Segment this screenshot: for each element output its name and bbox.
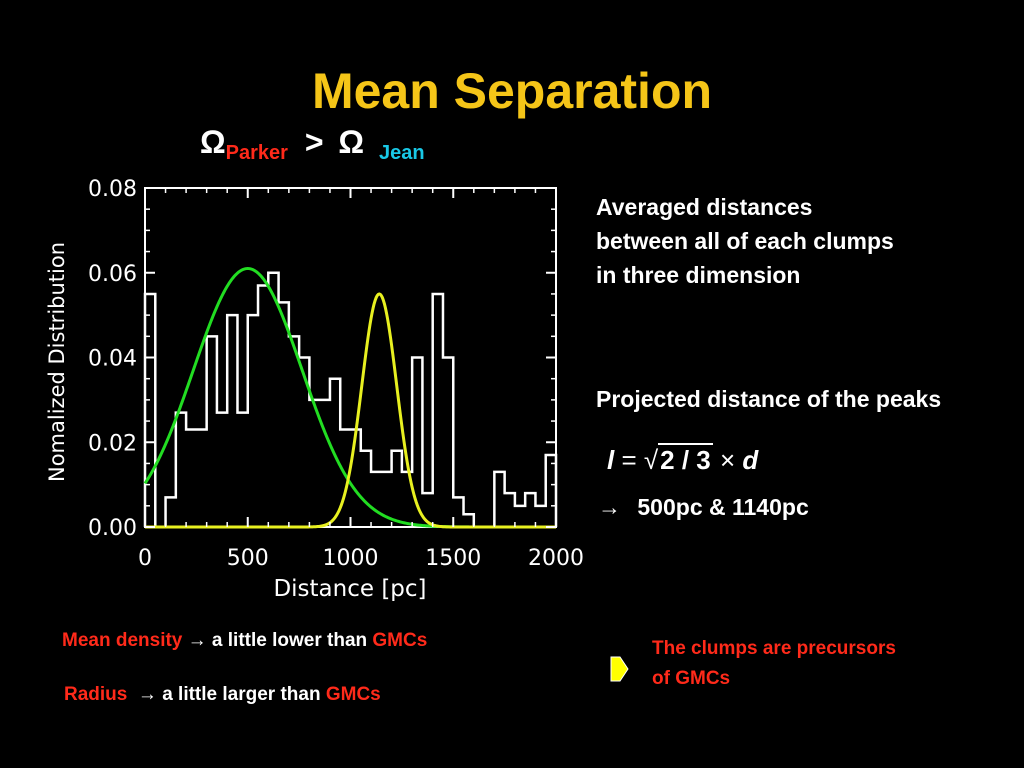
radius-line: Radius → a little larger than GMCs bbox=[64, 684, 381, 706]
description-line-3: in three dimension bbox=[596, 262, 801, 288]
omega-sub-jean: Jean bbox=[378, 142, 425, 164]
density-label: Mean density bbox=[62, 630, 183, 651]
y-tick-label: 0.04 bbox=[88, 347, 137, 372]
result-arrow: → bbox=[598, 494, 621, 520]
description-line-1: Averaged distances bbox=[596, 194, 813, 220]
x-tick-label: 0 bbox=[138, 546, 152, 571]
formula-d: d bbox=[742, 445, 759, 475]
formula-times: × bbox=[720, 445, 736, 475]
slide-title: Mean Separation bbox=[311, 63, 713, 119]
density-text: → a little lower than bbox=[182, 630, 373, 651]
y-axis-label: Nomalized Distribution bbox=[45, 242, 69, 482]
y-tick-label: 0.06 bbox=[88, 262, 137, 287]
formula-radicand: 2 / 3 bbox=[658, 443, 713, 475]
projected-heading: Projected distance of the peaks bbox=[596, 386, 942, 412]
conclusion-line-1: The clumps are precursors bbox=[652, 638, 896, 659]
conclusion-block: The clumps are precursors of GMCs bbox=[652, 634, 896, 694]
omega-relation: ΩParker > Ω Jean bbox=[200, 124, 425, 164]
result-line: → 500pc & 1140pc bbox=[598, 490, 809, 524]
y-tick-label: 0.08 bbox=[88, 177, 137, 202]
x-axis-label: Distance [pc] bbox=[273, 576, 426, 602]
density-gmcs: GMCs bbox=[372, 630, 428, 651]
sqrt-icon: √ bbox=[643, 445, 659, 475]
result-values: 500pc & 1140pc bbox=[637, 494, 809, 520]
y-tick-label: 0.00 bbox=[88, 516, 137, 541]
radius-label: Radius bbox=[64, 684, 128, 705]
radius-text: → a little larger than bbox=[127, 684, 326, 705]
omega-operator: > bbox=[304, 124, 324, 160]
description-block: Averaged distances between all of each c… bbox=[596, 190, 894, 292]
y-tick-label: 0.02 bbox=[88, 431, 137, 456]
conclusion-line-2: of GMCs bbox=[652, 668, 731, 689]
formula-equals: = bbox=[621, 445, 637, 475]
density-line: Mean density → a little lower than GMCs bbox=[62, 630, 427, 652]
x-tick-label: 2000 bbox=[528, 546, 584, 571]
distribution-chart: 0 500 1000 1500 2000 0.00 0.02 0.04 0.06 0.08 Dis… bbox=[45, 177, 584, 602]
omega-symbol-right: Ω bbox=[338, 124, 365, 160]
x-tick-label: 1500 bbox=[425, 546, 481, 571]
omega-sub-parker: Parker bbox=[225, 142, 288, 164]
formula-l: l bbox=[607, 445, 615, 475]
x-tick-label: 500 bbox=[227, 546, 269, 571]
x-tick-label: 1000 bbox=[323, 546, 379, 571]
omega-symbol-left: Ω bbox=[200, 124, 226, 160]
right-arrow-icon bbox=[610, 656, 629, 682]
gaussian-fit-yellow bbox=[145, 292, 556, 529]
description-line-2: between all of each clumps bbox=[596, 228, 894, 254]
projection-formula: l = √2 / 3 × d bbox=[607, 443, 758, 476]
histogram-series bbox=[143, 271, 558, 529]
radius-gmcs: GMCs bbox=[325, 684, 381, 705]
